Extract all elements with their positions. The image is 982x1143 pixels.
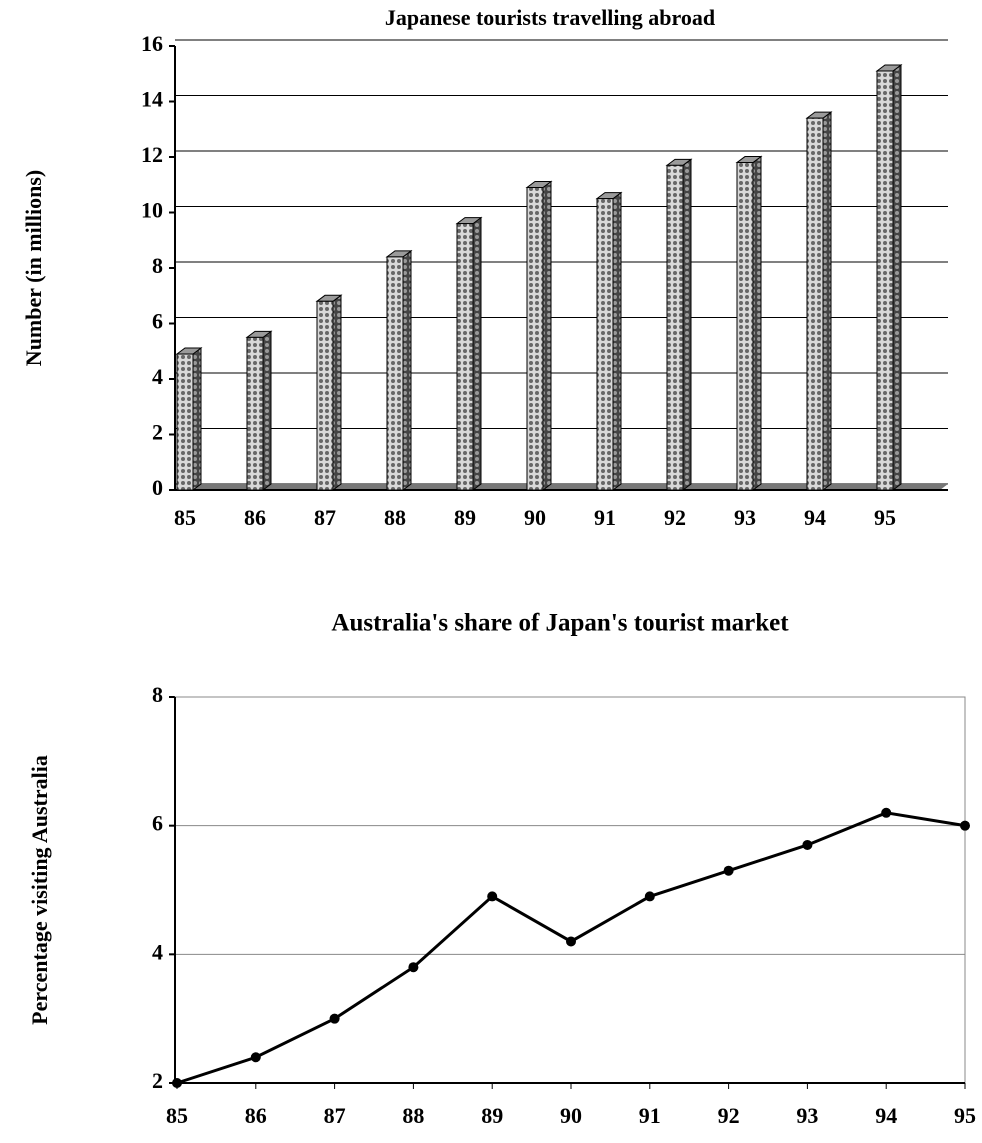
bar-side — [612, 191, 622, 491]
point — [172, 1078, 182, 1088]
point — [250, 1052, 261, 1063]
x-tick-label: 91 — [639, 1103, 661, 1128]
x-tick-label: 89 — [454, 505, 476, 530]
point — [644, 891, 655, 902]
bar-side — [472, 216, 482, 491]
x-tick-label: 86 — [244, 505, 266, 530]
y-axis-label: Percentage visiting Australia — [27, 755, 52, 1025]
chart-title: Australia's share of Japan's tourist mar… — [331, 610, 789, 637]
y-tick-label: 12 — [141, 142, 163, 167]
x-tick-label: 87 — [314, 505, 336, 530]
bar — [316, 300, 334, 491]
x-tick-label: 88 — [402, 1103, 424, 1128]
point — [881, 807, 892, 818]
bar — [456, 223, 474, 491]
x-tick-label: 92 — [718, 1103, 740, 1128]
x-tick-label: 85 — [174, 505, 196, 530]
y-tick-label: 6 — [152, 811, 163, 836]
y-axis-label: Number (in millions) — [21, 170, 46, 366]
line — [176, 811, 966, 1085]
x-tick-label: 94 — [804, 505, 826, 530]
point — [960, 820, 970, 831]
bar — [876, 70, 894, 491]
y-tick-label: 10 — [141, 198, 163, 223]
bar-side — [192, 347, 202, 491]
point — [329, 1013, 340, 1024]
chart-title: Japanese tourists travelling abroad — [385, 5, 715, 30]
x-tick-label: 93 — [734, 505, 756, 530]
point — [566, 936, 576, 947]
y-tick-label: 8 — [152, 682, 163, 707]
bar — [806, 117, 824, 491]
x-tick-label: 89 — [481, 1103, 503, 1128]
point — [802, 839, 813, 850]
point — [487, 891, 498, 902]
bar-side — [402, 249, 412, 491]
bar — [176, 353, 194, 491]
bar-side — [892, 63, 902, 491]
x-tick-label: 92 — [664, 505, 686, 530]
x-tick-label: 86 — [245, 1103, 267, 1128]
bar — [526, 187, 544, 491]
x-tick-label: 91 — [594, 505, 616, 530]
bar-side — [332, 294, 342, 491]
x-tick-label: 95 — [954, 1103, 976, 1128]
x-tick-label: 90 — [524, 505, 546, 530]
bar — [246, 336, 264, 491]
x-tick-label: 90 — [560, 1103, 582, 1128]
bar-side — [262, 330, 272, 491]
bar-side — [752, 155, 762, 491]
bar — [666, 164, 684, 491]
bar — [596, 198, 614, 491]
x-tick-label: 87 — [324, 1103, 346, 1128]
y-tick-label: 2 — [152, 1068, 163, 1093]
y-tick-label: 14 — [141, 87, 163, 112]
x-tick-label: 95 — [874, 505, 896, 530]
y-tick-label: 2 — [152, 420, 163, 445]
bar-side — [822, 111, 832, 491]
y-tick-label: 4 — [152, 364, 163, 389]
y-tick-label: 4 — [152, 939, 163, 964]
y-tick-label: 8 — [152, 253, 163, 278]
y-tick-label: 0 — [152, 475, 163, 500]
bar — [386, 256, 404, 491]
x-tick-label: 85 — [166, 1103, 188, 1128]
x-tick-label: 94 — [875, 1103, 897, 1128]
x-tick-label: 88 — [384, 505, 406, 530]
bar-side — [542, 180, 552, 491]
plot-frame — [174, 696, 966, 1084]
x-tick-label: 93 — [796, 1103, 818, 1128]
y-tick-label: 16 — [141, 31, 163, 56]
bar — [736, 162, 754, 491]
bar-side — [682, 158, 692, 491]
point — [408, 962, 419, 973]
point — [723, 865, 734, 876]
y-tick-label: 6 — [152, 309, 163, 334]
